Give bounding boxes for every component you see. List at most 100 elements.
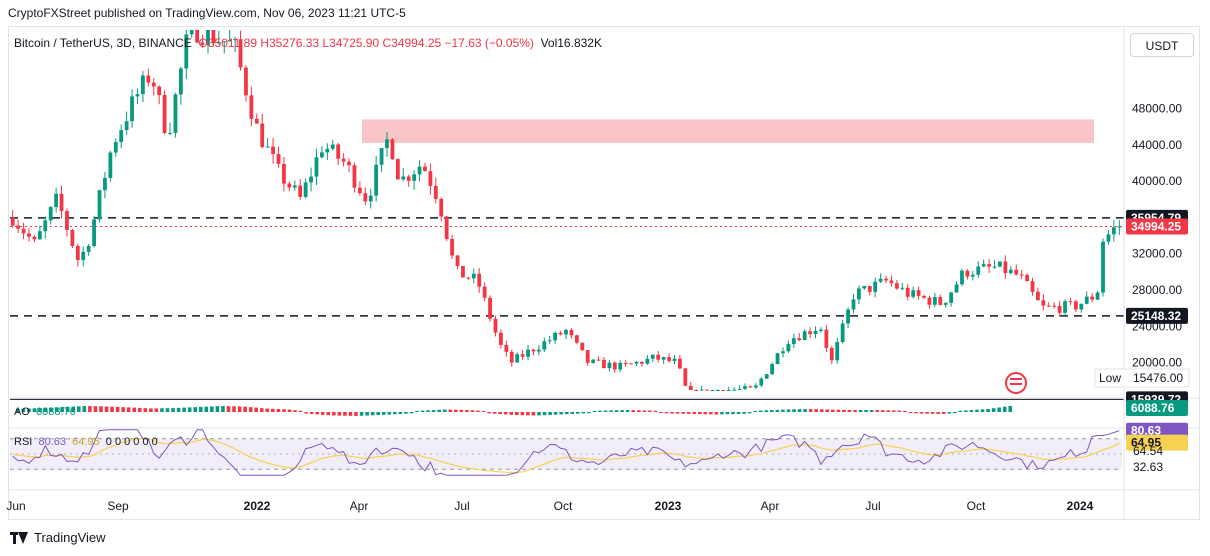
ao-bar — [171, 408, 175, 412]
ao-bar — [459, 409, 464, 412]
candle-body — [287, 183, 292, 188]
ao-bar — [570, 412, 575, 414]
ao-bar — [758, 410, 763, 412]
candle-body — [412, 174, 417, 181]
rsi-ma-badge — [1126, 434, 1188, 451]
time-tick-label: 2022 — [244, 499, 271, 513]
candle-body — [1106, 234, 1111, 242]
candle-body — [629, 363, 633, 365]
candle-body — [130, 96, 134, 122]
candle-body — [889, 280, 894, 284]
ao-bar — [609, 410, 613, 412]
ao-bar — [825, 409, 830, 412]
rsi-line — [12, 429, 1120, 476]
ao-bar — [465, 409, 469, 412]
candle-body — [48, 207, 53, 221]
candle-body — [520, 354, 525, 357]
ao-bar — [387, 412, 392, 415]
ao-bar — [675, 412, 680, 414]
ao-bar — [858, 410, 863, 412]
candle-body — [385, 139, 389, 149]
candle-body — [395, 159, 400, 180]
candle-body — [423, 166, 427, 172]
ao-bar — [99, 406, 103, 412]
ao-bar — [298, 410, 303, 412]
ao-bar — [65, 406, 70, 412]
economic-event-icon-stripe — [1010, 378, 1022, 380]
candle-body — [612, 362, 617, 370]
candle-body — [851, 299, 856, 310]
candle-body — [54, 193, 59, 208]
candle-body — [1073, 301, 1078, 310]
ao-bar — [603, 410, 608, 412]
ao-bar — [659, 412, 663, 414]
ao-bar — [775, 409, 780, 412]
rsi-ma-label: 64.95 — [1131, 436, 1161, 450]
candle-body — [320, 152, 324, 158]
candle-body — [737, 388, 742, 390]
candle-body — [292, 185, 297, 188]
candle-body — [688, 385, 693, 390]
candle-body — [450, 239, 454, 256]
ao-bar — [198, 406, 203, 412]
candle-body — [439, 198, 444, 217]
ao-bar — [132, 407, 137, 412]
candle-body — [151, 82, 156, 87]
candle-body — [97, 190, 102, 220]
ao-bar — [925, 412, 929, 414]
candle-body — [656, 354, 661, 360]
candle-body — [791, 338, 796, 345]
candle-body — [504, 344, 509, 352]
candle-body — [282, 163, 286, 184]
candle-body — [314, 157, 319, 177]
ao-bar — [82, 406, 87, 412]
ao-bar — [154, 408, 159, 412]
candle-body — [884, 278, 888, 281]
tradingview-logo-icon — [10, 531, 28, 544]
ao-bar — [919, 412, 924, 414]
ao-bar — [115, 406, 120, 412]
candle-body — [732, 389, 737, 391]
ao-bar — [803, 409, 807, 412]
candle-body — [466, 277, 471, 279]
candle-body — [1068, 301, 1073, 303]
ao-bar — [104, 406, 109, 412]
ao-bar — [143, 408, 148, 412]
ao-bar — [975, 409, 979, 412]
ao-bar — [503, 412, 508, 415]
ao-bar — [764, 410, 769, 412]
ao-bar — [720, 412, 724, 415]
candle-body — [357, 187, 362, 194]
candle-body — [1030, 281, 1035, 292]
candle-body — [1041, 300, 1046, 306]
currency-selector-button[interactable]: USDT — [1130, 33, 1194, 57]
ao-bar — [598, 410, 602, 412]
rsi-ma-legend-value: 64.95 — [72, 436, 100, 448]
candle-body — [1014, 269, 1019, 275]
candle-body — [135, 94, 140, 97]
candle-body — [932, 297, 937, 305]
candle-body — [21, 228, 26, 234]
rsi-title: RSI — [14, 436, 33, 448]
ao-bar — [442, 409, 447, 412]
candle-body — [748, 386, 753, 388]
ao-bar — [686, 412, 691, 414]
candle-body — [336, 144, 341, 159]
candle-body — [916, 290, 921, 296]
level-label-bg-3 — [1126, 218, 1188, 235]
candle-body — [254, 118, 259, 124]
ao-bar — [176, 407, 181, 412]
candle-body — [558, 332, 563, 335]
candle-body — [878, 278, 883, 282]
level-label-bg-1 — [1126, 307, 1188, 324]
candle-body — [580, 342, 585, 351]
candle-body — [216, 41, 221, 44]
volume-value: Vol16.832K — [540, 36, 602, 50]
candle-body — [211, 30, 216, 44]
level-label-3: 34994.25 — [1131, 220, 1181, 234]
candle-body — [65, 211, 69, 230]
ao-bar — [409, 412, 414, 414]
ao-bar — [864, 410, 868, 412]
ao-bar — [526, 412, 530, 416]
